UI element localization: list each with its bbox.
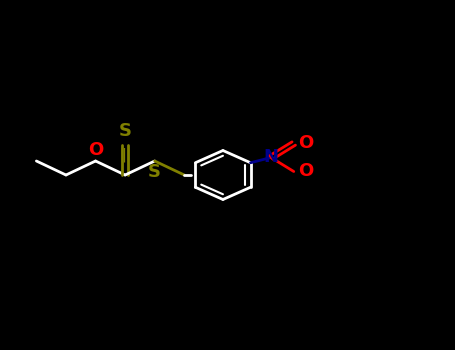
Text: ‖: ‖ <box>119 147 126 161</box>
Text: O: O <box>298 134 313 153</box>
Text: O: O <box>298 162 313 181</box>
Text: N: N <box>263 148 278 167</box>
Text: S: S <box>148 163 161 181</box>
Text: O: O <box>88 141 103 159</box>
Text: S: S <box>119 122 131 140</box>
